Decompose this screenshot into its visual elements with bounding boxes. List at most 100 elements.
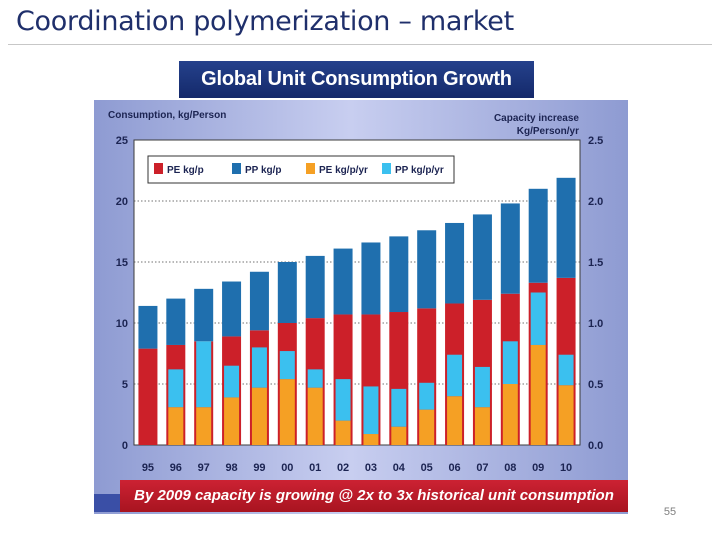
- bar-pe-kg-p-yr: [391, 426, 407, 445]
- bar-pp-kg-p-yr: [224, 365, 240, 398]
- y2-tick-label: 0.0: [588, 440, 603, 452]
- legend-label: PE kg/p: [167, 165, 204, 176]
- x-tick-label: 03: [365, 462, 377, 474]
- bar-pp-kg-p: [528, 188, 548, 283]
- bar-pp-kg-p-yr: [502, 341, 518, 384]
- bar-pp-kg-p: [389, 236, 409, 313]
- bar-pe-kg-p-yr: [474, 407, 490, 445]
- bar-pp-kg-p: [333, 248, 353, 315]
- y-tick-label: 25: [116, 135, 128, 147]
- x-tick-label: 98: [225, 462, 237, 474]
- legend-swatch: [306, 163, 315, 174]
- legend-swatch: [154, 163, 163, 174]
- bar-pe-kg-p-yr: [279, 379, 295, 445]
- x-tick-label: 06: [448, 462, 460, 474]
- bar-pp-kg-p: [166, 298, 186, 345]
- x-tick-label: 05: [421, 462, 433, 474]
- y2-tick-label: 1.5: [588, 257, 603, 269]
- page-number: 55: [663, 506, 677, 518]
- y-tick-label: 20: [116, 196, 128, 208]
- x-tick-label: 08: [504, 462, 516, 474]
- x-tick-label: 99: [253, 462, 265, 474]
- x-tick-label: 07: [476, 462, 488, 474]
- bar-pe-kg-p-yr: [251, 387, 267, 445]
- x-tick-label: 02: [337, 462, 349, 474]
- bar-pe-kg-p-yr: [335, 420, 351, 445]
- bar-pe-kg-p-yr: [419, 409, 435, 445]
- bar-pp-kg-p-yr: [279, 351, 295, 380]
- y2-tick-label: 0.5: [588, 379, 603, 391]
- bar-pe-kg-p-yr: [530, 344, 546, 445]
- caption-accent: [94, 494, 120, 512]
- bar-pp-kg-p: [500, 203, 520, 294]
- bar-pe-kg-p-yr: [307, 387, 323, 445]
- slide-title: Coordination polymerization – market: [16, 6, 514, 37]
- bar-pp-kg-p-yr: [196, 341, 212, 408]
- legend-label: PP kg/p/yr: [395, 165, 444, 176]
- bar-pp-kg-p-yr: [168, 369, 184, 408]
- left-axis-ticks: 0 5 10 15 20 25: [116, 135, 128, 452]
- bar-pp-kg-p: [138, 305, 158, 349]
- chart-frame: 0 5 10 15 20 25 0.0 0.5 1.0 1.5 2.0 2.5 95 96 97 98 99…: [94, 100, 628, 514]
- left-axis-title: Consumption, kg/Person: [108, 110, 226, 121]
- bar-pp-kg-p-yr: [419, 382, 435, 410]
- right-axis-ticks: 0.0 0.5 1.0 1.5 2.0 2.5: [588, 135, 603, 452]
- right-axis-title-line2: Kg/Person/yr: [517, 126, 579, 137]
- x-tick-label: 00: [281, 462, 293, 474]
- x-tick-label: 10: [560, 462, 572, 474]
- legend-box: [147, 155, 455, 184]
- bar-pe-kg-p-yr: [447, 396, 463, 445]
- legend-label: PE kg/p/yr: [319, 165, 368, 176]
- y-tick-label: 15: [116, 257, 128, 269]
- bar-pe-kg-p-yr: [502, 384, 518, 445]
- y-tick-label: 10: [116, 318, 128, 330]
- chart-caption: By 2009 capacity is growing @ 2x to 3x h…: [120, 480, 628, 512]
- bar-pp-kg-p-yr: [558, 354, 574, 386]
- bar-pp-kg-p: [277, 262, 297, 323]
- y2-tick-label: 2.5: [588, 135, 603, 147]
- bar-pe-kg-p-yr: [168, 407, 184, 445]
- legend: PE kg/p PP kg/p PE kg/p/yr PP kg/p/yr: [147, 155, 455, 184]
- y2-tick-label: 1.0: [588, 318, 603, 330]
- x-tick-label: 95: [142, 462, 154, 474]
- bar-pp-kg-p: [417, 230, 437, 309]
- x-tick-label: 97: [198, 462, 210, 474]
- bar-pp-kg-p-yr: [391, 388, 407, 427]
- bar-pp-kg-p-yr: [335, 379, 351, 421]
- y2-tick-label: 2.0: [588, 196, 603, 208]
- y-tick-label: 5: [122, 379, 128, 391]
- bar-pp-kg-p: [556, 177, 576, 278]
- bar-pp-kg-p: [361, 242, 381, 315]
- bar-pp-kg-p-yr: [530, 292, 546, 345]
- chart-title: Global Unit Consumption Growth: [179, 61, 534, 98]
- bar-pp-kg-p-yr: [447, 354, 463, 397]
- bar-pp-kg-p: [445, 222, 465, 304]
- x-axis-ticks: 95 96 97 98 99 00 01 02 03 04 05 06 07 08 09 10: [142, 462, 572, 474]
- legend-swatch: [232, 163, 241, 174]
- bar-pe-kg-p-yr: [224, 397, 240, 445]
- bar-pp-kg-p-yr: [363, 386, 379, 435]
- bars-layer: [138, 177, 576, 445]
- bar-pp-kg-p: [305, 255, 325, 319]
- x-tick-label: 96: [170, 462, 182, 474]
- bar-pe-kg-p: [138, 348, 158, 445]
- bar-pp-kg-p: [222, 281, 242, 337]
- legend-label: PP kg/p: [245, 165, 282, 176]
- x-tick-label: 09: [532, 462, 544, 474]
- bar-pp-kg-p: [472, 214, 492, 300]
- legend-swatch: [382, 163, 391, 174]
- title-divider: [8, 44, 712, 45]
- bar-pp-kg-p: [194, 288, 214, 342]
- right-axis-title-line1: Capacity increase: [494, 113, 579, 124]
- y-tick-label: 0: [122, 440, 128, 452]
- bar-pe-kg-p-yr: [558, 385, 574, 445]
- bar-pp-kg-p-yr: [251, 347, 267, 388]
- x-tick-label: 01: [309, 462, 321, 474]
- bar-pp-kg-p-yr: [474, 366, 490, 408]
- bar-pe-kg-p-yr: [196, 407, 212, 445]
- bar-pp-kg-p-yr: [307, 369, 323, 388]
- x-tick-label: 04: [393, 462, 406, 474]
- plot-area: [133, 139, 581, 446]
- bar-pp-kg-p: [249, 271, 269, 331]
